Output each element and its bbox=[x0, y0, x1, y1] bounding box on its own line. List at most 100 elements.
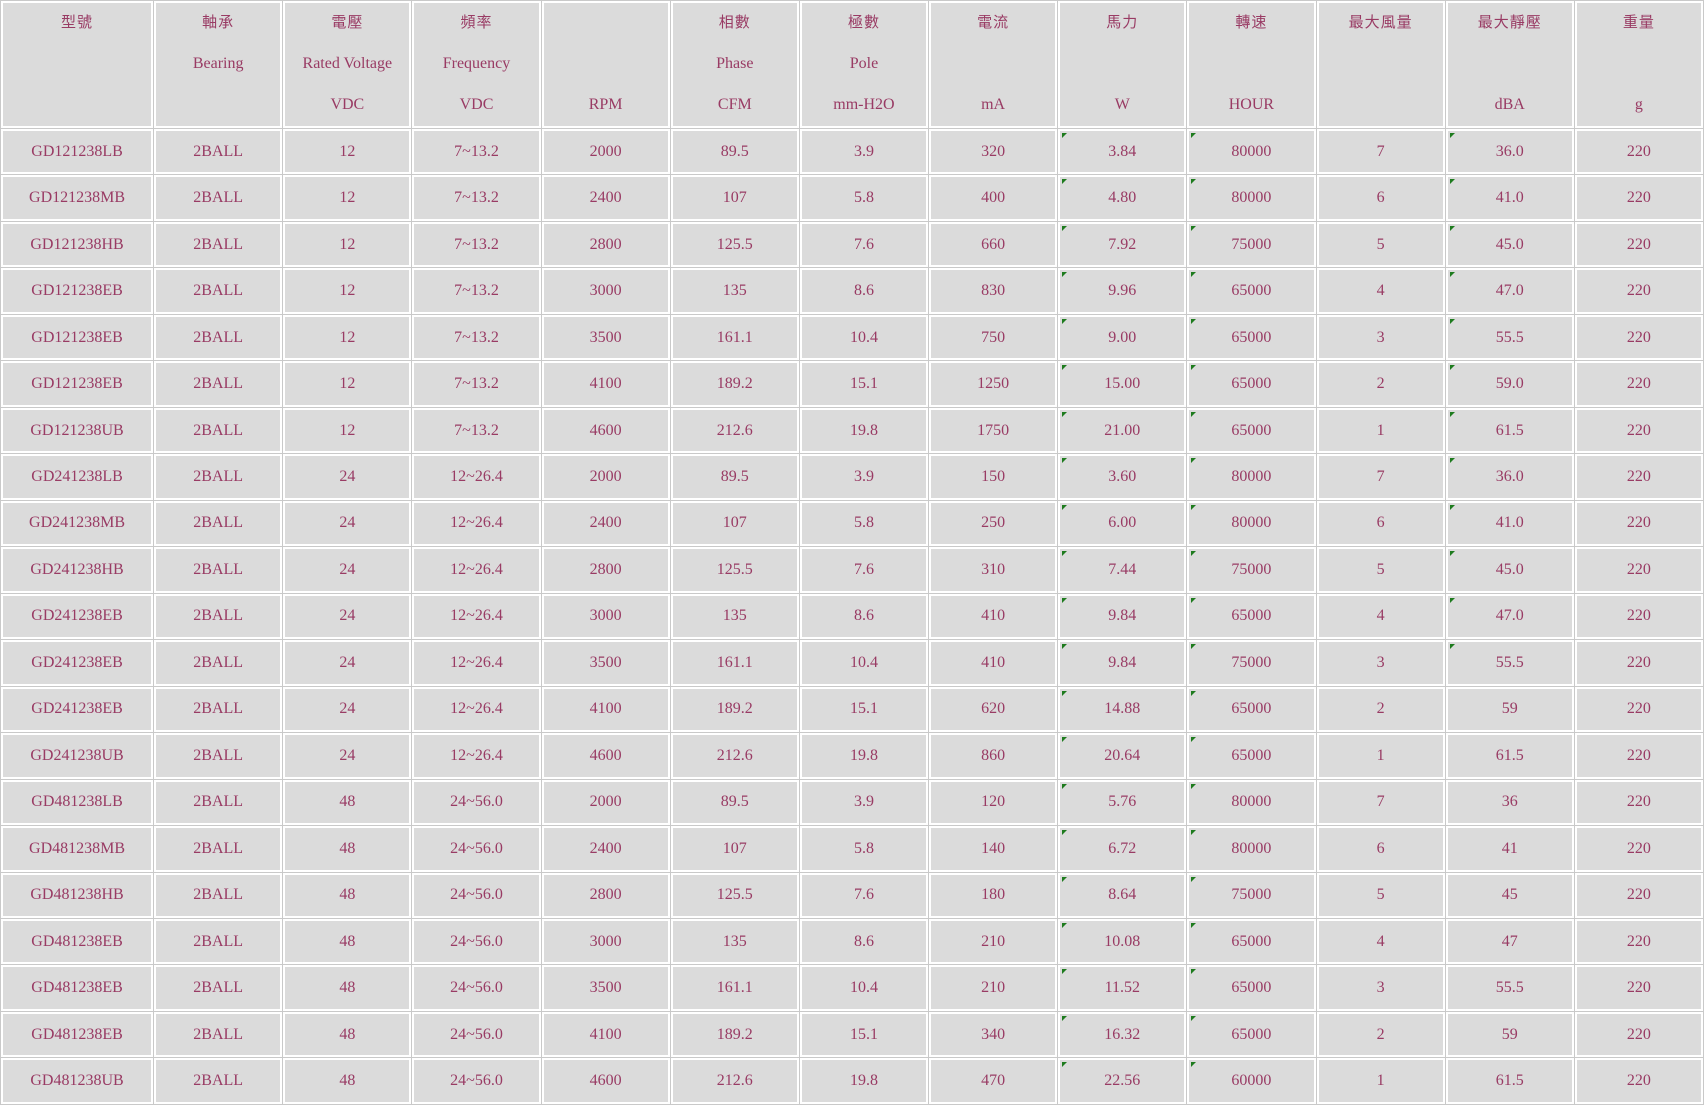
table-cell[interactable]: 75000 bbox=[1187, 221, 1316, 268]
table-cell[interactable]: 830 bbox=[929, 268, 1058, 314]
table-cell[interactable]: 15.1 bbox=[799, 1011, 929, 1058]
table-cell[interactable]: 12~26.4 bbox=[412, 500, 541, 547]
table-cell[interactable]: 2800 bbox=[541, 221, 670, 268]
table-cell[interactable]: GD241238UB bbox=[1, 733, 154, 779]
table-cell[interactable]: GD121238LB bbox=[1, 129, 154, 175]
table-cell[interactable]: 24 bbox=[283, 733, 412, 779]
table-cell[interactable]: 4 bbox=[1316, 593, 1445, 640]
table-cell[interactable]: 24~56.0 bbox=[412, 872, 541, 918]
table-cell[interactable]: GD241238HB bbox=[1, 547, 154, 593]
table-cell[interactable]: 4 bbox=[1316, 918, 1445, 965]
table-cell[interactable]: 220 bbox=[1574, 268, 1703, 314]
table-cell[interactable]: 250 bbox=[929, 500, 1058, 547]
table-cell[interactable]: 2000 bbox=[541, 129, 670, 175]
table-cell[interactable]: 19.8 bbox=[799, 407, 929, 454]
table-cell[interactable]: 210 bbox=[929, 918, 1058, 965]
table-cell[interactable]: 2BALL bbox=[154, 1011, 283, 1058]
table-cell[interactable]: 220 bbox=[1574, 454, 1703, 500]
table-cell[interactable]: 7~13.2 bbox=[412, 129, 541, 175]
table-cell[interactable]: 24 bbox=[283, 593, 412, 640]
table-cell[interactable]: 55.5 bbox=[1445, 314, 1574, 361]
table-cell[interactable]: 2BALL bbox=[154, 826, 283, 872]
table-cell[interactable]: 410 bbox=[929, 593, 1058, 640]
table-cell[interactable]: 9.84 bbox=[1058, 593, 1187, 640]
table-cell[interactable]: 24 bbox=[283, 640, 412, 686]
table-cell[interactable]: 12~26.4 bbox=[412, 733, 541, 779]
table-cell[interactable]: 220 bbox=[1574, 547, 1703, 593]
table-cell[interactable]: 16.32 bbox=[1058, 1011, 1187, 1058]
table-cell[interactable]: 3.84 bbox=[1058, 129, 1187, 175]
table-cell[interactable]: 135 bbox=[670, 918, 799, 965]
table-cell[interactable]: 11.52 bbox=[1058, 965, 1187, 1011]
table-cell[interactable]: 6.72 bbox=[1058, 826, 1187, 872]
table-cell[interactable]: 220 bbox=[1574, 221, 1703, 268]
table-cell[interactable]: 212.6 bbox=[670, 407, 799, 454]
table-cell[interactable]: 24~56.0 bbox=[412, 826, 541, 872]
table-cell[interactable]: 220 bbox=[1574, 129, 1703, 175]
table-cell[interactable]: 220 bbox=[1574, 779, 1703, 826]
table-cell[interactable]: 47 bbox=[1445, 918, 1574, 965]
table-cell[interactable]: 3000 bbox=[541, 593, 670, 640]
table-cell[interactable]: 2BALL bbox=[154, 779, 283, 826]
table-cell[interactable]: 3500 bbox=[541, 314, 670, 361]
table-cell[interactable]: 80000 bbox=[1187, 779, 1316, 826]
table-cell[interactable]: 4600 bbox=[541, 1058, 670, 1104]
table-cell[interactable]: 7~13.2 bbox=[412, 407, 541, 454]
table-cell[interactable]: 65000 bbox=[1187, 268, 1316, 314]
table-cell[interactable]: GD121238EB bbox=[1, 268, 154, 314]
table-cell[interactable]: 61.5 bbox=[1445, 733, 1574, 779]
table-cell[interactable]: 55.5 bbox=[1445, 965, 1574, 1011]
table-cell[interactable]: 3 bbox=[1316, 314, 1445, 361]
table-cell[interactable]: 80000 bbox=[1187, 175, 1316, 221]
table-cell[interactable]: 2BALL bbox=[154, 918, 283, 965]
table-cell[interactable]: 41.0 bbox=[1445, 175, 1574, 221]
table-cell[interactable]: 36.0 bbox=[1445, 454, 1574, 500]
table-cell[interactable]: 220 bbox=[1574, 1058, 1703, 1104]
table-cell[interactable]: 750 bbox=[929, 314, 1058, 361]
table-cell[interactable]: 60000 bbox=[1187, 1058, 1316, 1104]
table-cell[interactable]: 3.9 bbox=[799, 129, 929, 175]
table-cell[interactable]: 47.0 bbox=[1445, 268, 1574, 314]
table-cell[interactable]: 89.5 bbox=[670, 454, 799, 500]
table-cell[interactable]: 1750 bbox=[929, 407, 1058, 454]
table-cell[interactable]: 3 bbox=[1316, 965, 1445, 1011]
table-cell[interactable]: 24~56.0 bbox=[412, 918, 541, 965]
table-cell[interactable]: GD241238EB bbox=[1, 593, 154, 640]
table-cell[interactable]: 12 bbox=[283, 221, 412, 268]
table-cell[interactable]: 1 bbox=[1316, 407, 1445, 454]
table-cell[interactable]: 2800 bbox=[541, 547, 670, 593]
table-cell[interactable]: 189.2 bbox=[670, 361, 799, 407]
table-cell[interactable]: 860 bbox=[929, 733, 1058, 779]
table-cell[interactable]: 3500 bbox=[541, 965, 670, 1011]
table-cell[interactable]: 3000 bbox=[541, 918, 670, 965]
table-cell[interactable]: GD121238UB bbox=[1, 407, 154, 454]
table-cell[interactable]: 2000 bbox=[541, 454, 670, 500]
table-cell[interactable]: 5 bbox=[1316, 221, 1445, 268]
table-cell[interactable]: 24~56.0 bbox=[412, 965, 541, 1011]
table-cell[interactable]: 65000 bbox=[1187, 361, 1316, 407]
table-cell[interactable]: 340 bbox=[929, 1011, 1058, 1058]
table-cell[interactable]: 12 bbox=[283, 129, 412, 175]
table-cell[interactable]: 7~13.2 bbox=[412, 361, 541, 407]
table-cell[interactable]: 161.1 bbox=[670, 640, 799, 686]
table-cell[interactable]: 9.00 bbox=[1058, 314, 1187, 361]
table-cell[interactable]: 107 bbox=[670, 826, 799, 872]
table-cell[interactable]: GD241238LB bbox=[1, 454, 154, 500]
table-cell[interactable]: 189.2 bbox=[670, 686, 799, 733]
table-cell[interactable]: 7~13.2 bbox=[412, 268, 541, 314]
table-cell[interactable]: 220 bbox=[1574, 314, 1703, 361]
table-cell[interactable]: 7~13.2 bbox=[412, 314, 541, 361]
table-cell[interactable]: GD241238EB bbox=[1, 640, 154, 686]
table-cell[interactable]: 161.1 bbox=[670, 314, 799, 361]
table-cell[interactable]: 5.8 bbox=[799, 175, 929, 221]
table-cell[interactable]: 4100 bbox=[541, 686, 670, 733]
table-cell[interactable]: 36 bbox=[1445, 779, 1574, 826]
table-cell[interactable]: 210 bbox=[929, 965, 1058, 1011]
table-cell[interactable]: GD481238UB bbox=[1, 1058, 154, 1104]
table-cell[interactable]: 2BALL bbox=[154, 407, 283, 454]
table-cell[interactable]: 12 bbox=[283, 361, 412, 407]
table-cell[interactable]: GD481238EB bbox=[1, 918, 154, 965]
table-cell[interactable]: 220 bbox=[1574, 733, 1703, 779]
table-cell[interactable]: 5.8 bbox=[799, 500, 929, 547]
table-cell[interactable]: 3.9 bbox=[799, 454, 929, 500]
